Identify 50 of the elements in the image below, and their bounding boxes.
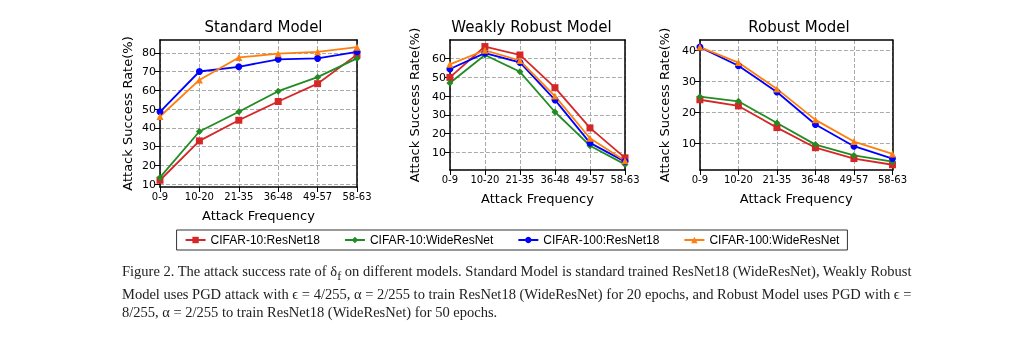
y-tick-label: 80 bbox=[142, 46, 156, 60]
y-tick-label: 60 bbox=[142, 83, 156, 97]
x-tick-label: 10-20 bbox=[470, 173, 500, 185]
x-tick-label: 21-35 bbox=[224, 190, 254, 202]
y-tick-label: 20 bbox=[431, 127, 446, 141]
x-tick-label: 10-20 bbox=[723, 173, 753, 185]
x-axis-title: Attack Frequency bbox=[481, 191, 595, 206]
caption: Figure 2. The attack success rate of δ$_{f}$ on different models. Standard Model is standard trained ResNet18 (WideResNet), Weakly Robust Model uses PGD attack with ϵ = 4/255, α = 2/255 to train ResNet18 (WideResNet) for 20 epochs, and Robust Model uses PGD with ϵ = 8/255, α = 2/255 to train ResNet18 (WideResNet) for 50 epochs. bbox=[122, 262, 912, 321]
x-tick-label: 36-48 bbox=[263, 190, 293, 202]
y-tick-label: 10 bbox=[681, 136, 696, 150]
y-tick-label: 20 bbox=[681, 105, 696, 119]
x-tick-label: 0-9 bbox=[691, 173, 709, 185]
chart-title: Standard Model bbox=[204, 17, 323, 36]
y-tick-label: 20 bbox=[142, 158, 156, 172]
x-tick-label: 49-57 bbox=[839, 173, 869, 185]
y-tick-label: 40 bbox=[142, 121, 156, 135]
y-tick-label: 30 bbox=[431, 108, 446, 122]
x-tick-label: 49-57 bbox=[575, 173, 605, 185]
chart-title: Weakly Robust Model bbox=[451, 17, 612, 36]
x-tick-label: 58-63 bbox=[610, 173, 640, 185]
x-tick-label: 36-48 bbox=[540, 173, 570, 185]
y-tick-label: 10 bbox=[142, 177, 156, 191]
y-tick-label: 10 bbox=[431, 145, 446, 159]
legend-label: CIFAR-100:ResNet18 bbox=[543, 233, 660, 247]
y-tick-label: 30 bbox=[142, 140, 156, 153]
y-axis-title: Attack Success Rate(%) bbox=[407, 27, 422, 183]
legend-label: CIFAR-10:WideResNet bbox=[369, 233, 494, 247]
x-axis-title: Attack Frequency bbox=[202, 208, 316, 223]
y-tick-label: 30 bbox=[681, 74, 696, 88]
x-tick-label: 0-9 bbox=[441, 173, 459, 185]
x-tick-label: 0-9 bbox=[151, 190, 169, 202]
x-axis-title: Attack Frequency bbox=[739, 191, 853, 206]
y-tick-label: 70 bbox=[142, 65, 156, 78]
y-axis-title: Attack Success Rate(%) bbox=[120, 36, 135, 191]
legend-label: CIFAR-100:WideResNet bbox=[709, 233, 841, 247]
y-tick-label: 50 bbox=[431, 70, 446, 84]
y-axis-title: Attack Success Rate(%) bbox=[657, 27, 672, 183]
chart-title: Robust Model bbox=[748, 17, 850, 36]
x-tick-label: 10-20 bbox=[184, 190, 214, 202]
legend-label: CIFAR-10:ResNet18 bbox=[210, 233, 321, 247]
y-tick-label: 40 bbox=[681, 43, 696, 57]
x-tick-label: 49-57 bbox=[303, 190, 333, 202]
y-tick-label: 50 bbox=[142, 102, 156, 116]
x-tick-label: 21-35 bbox=[505, 173, 535, 185]
x-tick-label: 58-63 bbox=[877, 173, 907, 185]
x-tick-label: 36-48 bbox=[800, 173, 830, 185]
x-tick-label: 58-63 bbox=[342, 190, 372, 202]
x-tick-label: 21-35 bbox=[762, 173, 792, 185]
y-tick-label: 60 bbox=[431, 52, 446, 66]
y-tick-label: 40 bbox=[431, 89, 446, 103]
